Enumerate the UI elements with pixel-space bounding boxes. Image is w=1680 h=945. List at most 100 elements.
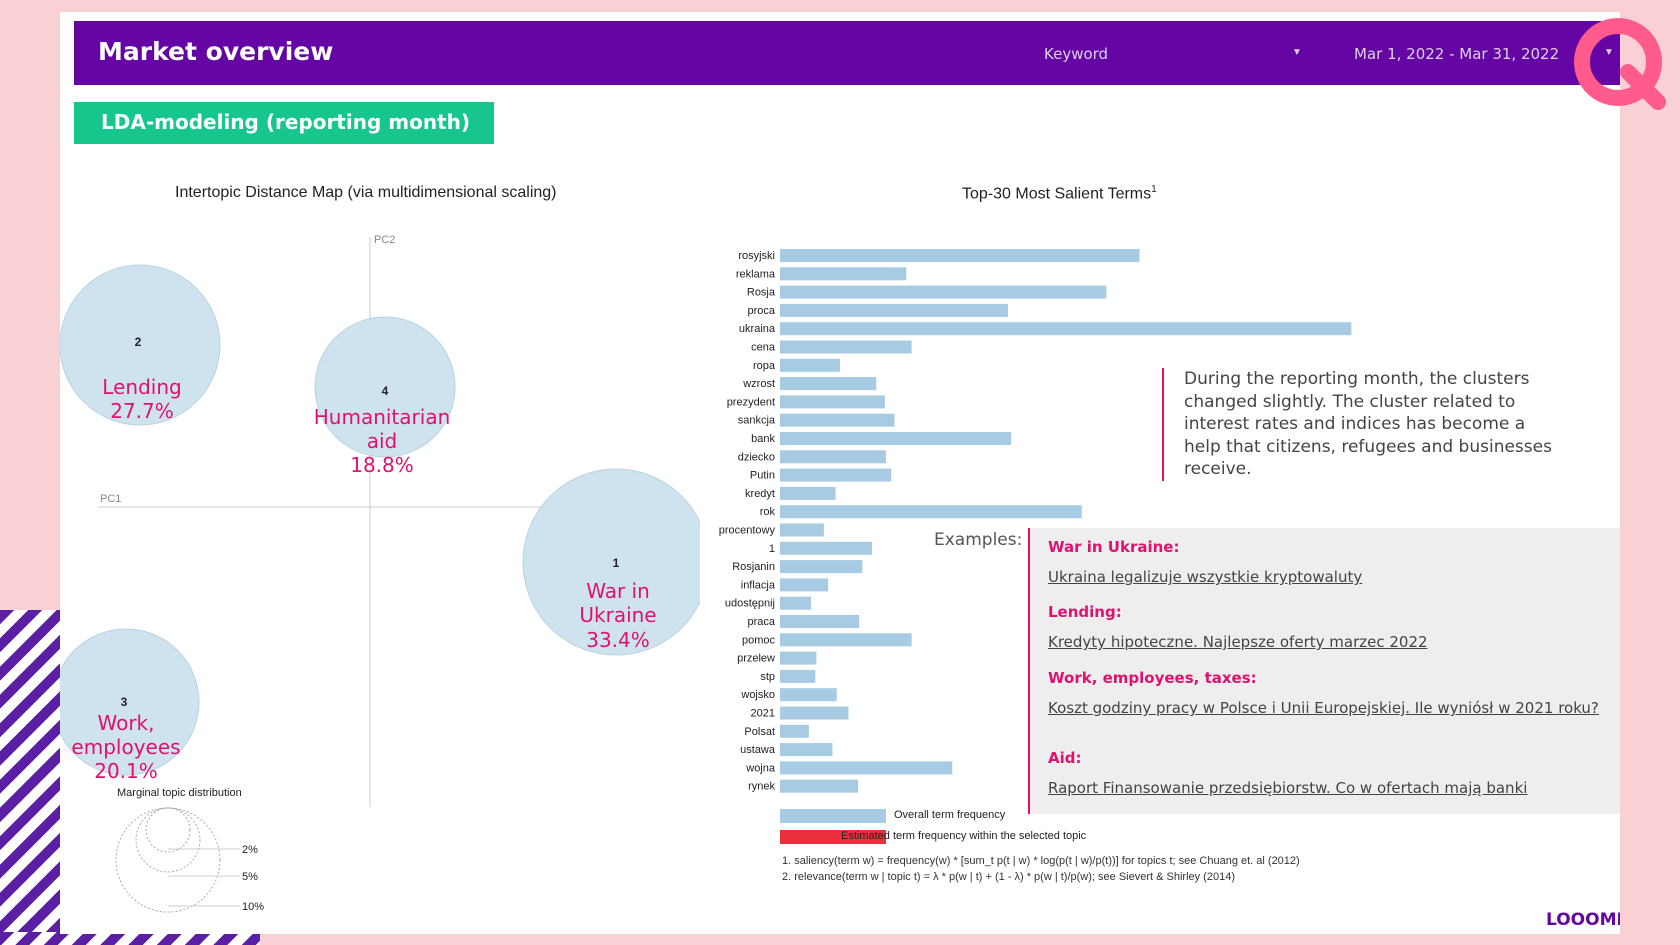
term-frequency-bar[interactable]: [780, 523, 824, 537]
date-range-dropdown-arrow-icon[interactable]: ▼: [1604, 47, 1614, 58]
example-category: Work, employees, taxes:: [1048, 669, 1257, 687]
intertopic-distance-map: PC2 PC1 2 Lending 27.7% 4 Humanitarian a…: [60, 234, 700, 913]
term-label: ropa: [753, 360, 776, 372]
topic-bubble-2[interactable]: 2 Lending 27.7%: [60, 264, 221, 426]
topic-label: Lending: [102, 375, 181, 399]
term-frequency-bar[interactable]: [780, 249, 1140, 262]
page-title: Market overview: [98, 37, 334, 66]
example-category: Lending:: [1048, 603, 1122, 621]
examples-panel: War in Ukraine: Ukraina legalizuje wszys…: [1028, 528, 1620, 814]
term-frequency-bar[interactable]: [780, 560, 863, 574]
term-label: Rosjanin: [732, 561, 775, 573]
term-frequency-bar[interactable]: [780, 688, 837, 702]
brand-logo: LOOOME: [1546, 910, 1620, 930]
term-label: dziecko: [738, 451, 775, 463]
legend-label-topic: Estimated term frequency within the sele…: [841, 830, 1087, 842]
term-label: inflacja: [741, 579, 776, 591]
topic-label: employees: [71, 735, 180, 759]
topic-share: 20.1%: [94, 759, 158, 783]
example-link[interactable]: Raport Finansowanie przedsiębiorstw. Co …: [1048, 779, 1528, 797]
term-frequency-bar[interactable]: [780, 541, 873, 555]
term-frequency-bar[interactable]: [780, 450, 886, 464]
marginal-legend-title: Marginal topic distribution: [117, 787, 242, 799]
term-frequency-bar[interactable]: [780, 395, 885, 409]
term-label: proca: [747, 305, 775, 317]
marginal-level: 5%: [242, 871, 258, 883]
section-tag: LDA-modeling (reporting month): [74, 102, 494, 144]
marginal-topic-distribution-legend: Marginal topic distribution 2% 5% 10%: [115, 787, 264, 913]
term-frequency-bar[interactable]: [780, 322, 1352, 336]
term-frequency-bar[interactable]: [780, 340, 912, 354]
example-item-aid: Aid: Raport Finansowanie przedsiębiorstw…: [1048, 749, 1608, 797]
term-label: 1: [769, 543, 775, 555]
term-frequency-bar[interactable]: [780, 724, 809, 738]
term-label: praca: [747, 616, 775, 628]
decorative-stripes-bottom: [0, 932, 260, 945]
term-frequency-bar[interactable]: [780, 303, 1008, 317]
term-label: bank: [751, 433, 775, 445]
topic-label: aid: [367, 429, 398, 453]
term-frequency-bar[interactable]: [780, 651, 817, 665]
term-frequency-bar[interactable]: [780, 596, 812, 610]
term-frequency-bar[interactable]: [780, 669, 816, 683]
term-label: 2021: [751, 708, 775, 720]
term-label: wojna: [745, 762, 776, 774]
term-frequency-bar[interactable]: [780, 779, 859, 793]
term-frequency-bar[interactable]: [780, 633, 912, 647]
date-range-picker[interactable]: Mar 1, 2022 - Mar 31, 2022: [1354, 45, 1560, 63]
example-link[interactable]: Ukraina legalizuje wszystkie kryptowalut…: [1048, 568, 1363, 586]
topic-label: War in: [586, 579, 650, 603]
term-label: ukraina: [739, 323, 776, 335]
term-label: ustawa: [740, 744, 776, 756]
keyword-dropdown-arrow-icon[interactable]: ▼: [1292, 47, 1302, 58]
term-frequency-bar[interactable]: [780, 267, 907, 281]
brand-q-icon: [1574, 18, 1666, 110]
term-frequency-bar[interactable]: [780, 377, 877, 391]
term-label: sankcja: [738, 415, 776, 427]
topic-label: Work,: [97, 711, 154, 735]
pc2-axis-label: PC2: [374, 234, 395, 246]
keyword-filter[interactable]: Keyword: [1044, 45, 1109, 63]
term-label: udostępnij: [725, 598, 775, 610]
topic-id: 1: [613, 556, 620, 570]
topic-bubble-4[interactable]: 4 Humanitarian aid 18.8%: [314, 316, 456, 477]
topic-bubble-3[interactable]: 3 Work, employees 20.1%: [60, 628, 200, 783]
term-frequency-bar[interactable]: [780, 468, 892, 482]
intertopic-map-title: Intertopic Distance Map (via multidimens…: [175, 184, 557, 201]
term-frequency-bar[interactable]: [780, 486, 836, 500]
marginal-level: 10%: [242, 901, 264, 913]
term-label: wojsko: [740, 689, 775, 701]
topic-id: 3: [121, 695, 128, 709]
report-slide: Market overview Keyword ▼ Mar 1, 2022 - …: [60, 12, 1620, 934]
term-frequency-bar[interactable]: [780, 432, 1012, 445]
term-label: Polsat: [744, 726, 775, 738]
term-label: Rosja: [747, 287, 776, 299]
term-label: rynek: [748, 781, 775, 793]
term-label: prezydent: [727, 396, 775, 408]
term-label: procentowy: [719, 525, 776, 537]
term-frequency-bar[interactable]: [780, 285, 1107, 299]
topic-share: 33.4%: [586, 628, 650, 652]
topic-id: 4: [382, 384, 389, 398]
summary-description: During the reporting month, the clusters…: [1162, 368, 1562, 481]
example-item-work: Work, employees, taxes: Koszt godziny pr…: [1048, 669, 1608, 717]
term-frequency-bar[interactable]: [780, 761, 953, 775]
term-frequency-bar[interactable]: [780, 505, 1082, 519]
term-frequency-bar[interactable]: [780, 706, 849, 720]
term-label: cena: [751, 342, 776, 354]
legend-label-overall: Overall term frequency: [894, 809, 1006, 821]
term-frequency-bar[interactable]: [780, 578, 829, 592]
topic-bubble-1[interactable]: 1 War in Ukraine 33.4%: [522, 468, 700, 656]
term-frequency-bar[interactable]: [780, 358, 840, 372]
term-frequency-bar[interactable]: [780, 413, 895, 427]
term-frequency-bar[interactable]: [780, 743, 833, 757]
term-label: przelew: [737, 653, 775, 665]
example-link[interactable]: Kredyty hipoteczne. Najlepsze oferty mar…: [1048, 633, 1428, 651]
term-frequency-bar[interactable]: [780, 615, 860, 628]
example-category: Aid:: [1048, 749, 1082, 767]
example-item-war: War in Ukraine: Ukraina legalizuje wszys…: [1048, 538, 1608, 586]
topic-id: 2: [135, 335, 142, 349]
legend-swatch-topic: [780, 830, 886, 844]
term-label: rok: [760, 506, 776, 518]
example-link[interactable]: Koszt godziny pracy w Polsce i Unii Euro…: [1048, 699, 1599, 717]
